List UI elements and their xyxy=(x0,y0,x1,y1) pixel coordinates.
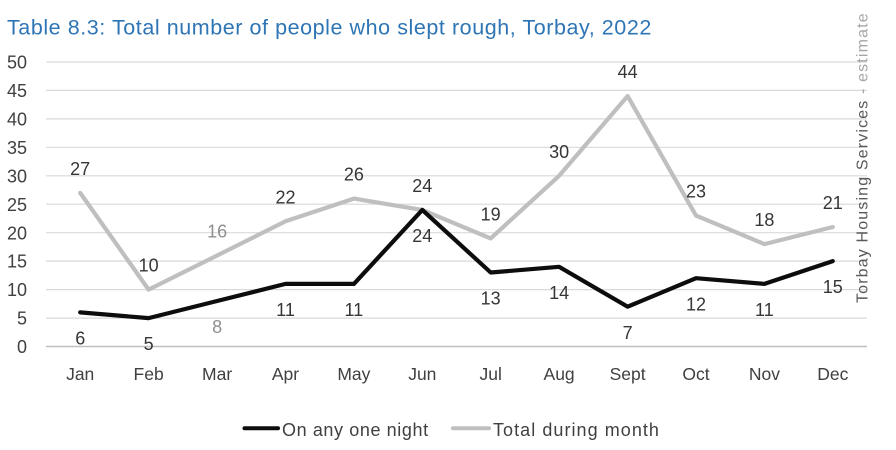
svg-text:Jan: Jan xyxy=(66,364,94,384)
svg-text:Feb: Feb xyxy=(134,364,164,384)
svg-text:Apr: Apr xyxy=(272,364,299,384)
svg-text:Torbay Housing Services - esti: Torbay Housing Services - estimate xyxy=(855,12,872,303)
svg-text:16: 16 xyxy=(207,222,227,242)
svg-text:5: 5 xyxy=(17,309,27,329)
svg-text:11: 11 xyxy=(345,300,364,320)
svg-text:15: 15 xyxy=(823,277,843,297)
svg-text:Jun: Jun xyxy=(408,364,436,384)
svg-text:On any one night: On any one night xyxy=(282,420,429,440)
svg-text:Oct: Oct xyxy=(682,364,709,384)
svg-text:8: 8 xyxy=(212,317,222,337)
svg-text:0: 0 xyxy=(17,337,27,357)
svg-text:45: 45 xyxy=(7,81,27,101)
svg-text:20: 20 xyxy=(7,223,27,243)
svg-text:Mar: Mar xyxy=(202,364,232,384)
svg-text:44: 44 xyxy=(618,62,638,82)
svg-text:13: 13 xyxy=(481,289,501,309)
svg-text:40: 40 xyxy=(7,110,27,130)
svg-text:50: 50 xyxy=(7,53,27,73)
svg-text:30: 30 xyxy=(549,142,569,162)
svg-text:27: 27 xyxy=(70,159,90,179)
svg-text:11: 11 xyxy=(755,300,774,320)
svg-text:Total during month: Total during month xyxy=(493,420,660,440)
svg-text:19: 19 xyxy=(481,205,501,225)
svg-text:22: 22 xyxy=(275,187,295,207)
svg-text:Jul: Jul xyxy=(480,364,502,384)
svg-text:25: 25 xyxy=(7,195,27,215)
svg-text:Dec: Dec xyxy=(817,364,848,384)
svg-text:Sept: Sept xyxy=(610,364,646,384)
svg-text:35: 35 xyxy=(7,138,27,158)
svg-text:15: 15 xyxy=(7,252,27,272)
svg-text:Table 8.3: Total number of peo: Table 8.3: Total number of people who sl… xyxy=(7,16,652,40)
svg-text:18: 18 xyxy=(754,210,774,230)
svg-text:6: 6 xyxy=(75,329,85,349)
svg-text:Nov: Nov xyxy=(749,364,780,384)
svg-text:21: 21 xyxy=(823,193,843,213)
svg-text:Aug: Aug xyxy=(544,364,575,384)
svg-text:11: 11 xyxy=(276,300,295,320)
svg-text:12: 12 xyxy=(686,294,706,314)
svg-text:7: 7 xyxy=(623,323,633,343)
svg-text:24: 24 xyxy=(412,176,432,196)
svg-text:10: 10 xyxy=(139,256,159,276)
svg-text:24: 24 xyxy=(412,226,432,246)
svg-text:23: 23 xyxy=(686,182,706,202)
svg-text:14: 14 xyxy=(549,283,569,303)
svg-text:10: 10 xyxy=(7,280,27,300)
svg-text:26: 26 xyxy=(344,165,364,185)
svg-text:May: May xyxy=(337,364,370,384)
svg-text:30: 30 xyxy=(7,166,27,186)
svg-text:5: 5 xyxy=(144,334,154,354)
